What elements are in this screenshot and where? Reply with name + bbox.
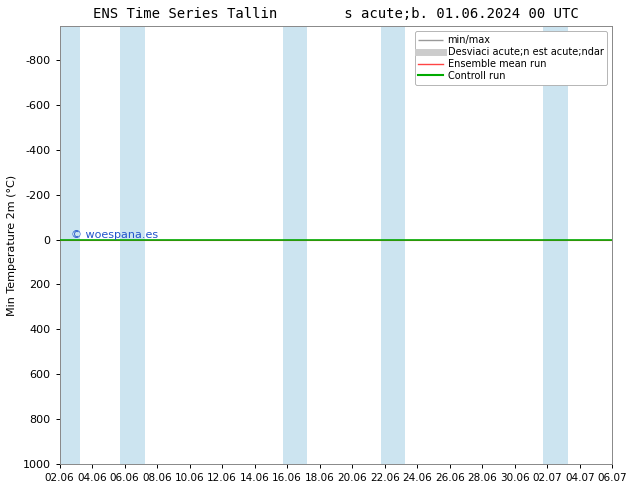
- Bar: [543, 26, 567, 464]
- Legend: min/max, Desviaci acute;n est acute;ndar, Ensemble mean run, Controll run: min/max, Desviaci acute;n est acute;ndar…: [415, 31, 607, 85]
- Bar: [55, 26, 80, 464]
- Title: ENS Time Series Tallin        s acute;b. 01.06.2024 00 UTC: ENS Time Series Tallin s acute;b. 01.06.…: [93, 7, 579, 21]
- Bar: [380, 26, 405, 464]
- Bar: [120, 26, 145, 464]
- Y-axis label: Min Temperature 2m (°C): Min Temperature 2m (°C): [7, 174, 17, 316]
- Text: © woespana.es: © woespana.es: [70, 229, 158, 240]
- Bar: [283, 26, 307, 464]
